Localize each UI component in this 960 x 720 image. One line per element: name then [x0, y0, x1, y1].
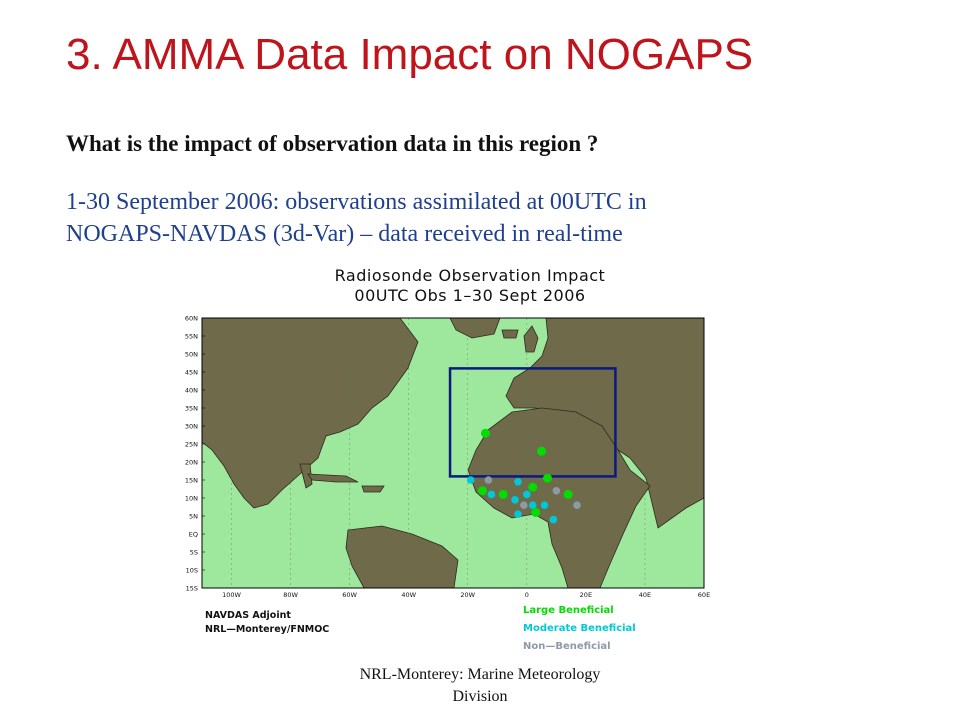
station-markers [466, 428, 581, 524]
station-marker-moderate [514, 510, 522, 518]
footer-line-1: NRL-Monterey: Marine Meteorology [359, 666, 601, 683]
map-title-line-2: 00UTC Obs 1–30 Sept 2006 [354, 286, 586, 305]
question-text: What is the impact of observation data i… [66, 131, 599, 156]
station-marker-large [478, 486, 488, 496]
station-marker-large [531, 507, 541, 517]
station-marker-large [537, 446, 547, 456]
map-credits: NAVDAS Adjoint NRL—Monterey/FNMOC [205, 609, 329, 637]
lat-label: 45N [185, 369, 198, 377]
cuba-land [307, 473, 359, 483]
lat-label: 10S [186, 567, 198, 575]
land-masses [201, 317, 705, 589]
station-marker-non [573, 501, 581, 509]
legend-large-beneficial: Large Beneficial [523, 605, 614, 616]
longitude-labels: 100W 80W 60W 40W 20W 0 20E 40E 60E [222, 591, 710, 599]
station-marker-large [498, 489, 508, 499]
station-marker-moderate [466, 476, 475, 484]
lon-label: 60E [698, 591, 710, 599]
map-gridlines [231, 318, 646, 588]
station-marker-moderate [523, 490, 531, 499]
lat-label: EQ [189, 531, 198, 539]
station-marker-moderate [549, 515, 558, 524]
iceland-land [501, 329, 519, 339]
description: 1-30 September 2006: observations assimi… [66, 186, 866, 250]
uk-land [523, 325, 539, 353]
lon-label: 100W [222, 591, 241, 599]
map-legend: Large Beneficial Moderate Beneficial Non… [523, 602, 636, 656]
lat-label: 5N [189, 513, 198, 521]
lon-label: 20E [580, 591, 592, 599]
station-marker-moderate [514, 478, 522, 486]
lat-label: 20N [185, 459, 198, 467]
credit-line-1: NAVDAS Adjoint [205, 610, 291, 621]
region-highlight-box [448, 367, 617, 478]
lat-label: 60N [185, 315, 198, 323]
station-marker-moderate [528, 501, 537, 509]
station-marker-moderate [540, 501, 549, 509]
florida-land [299, 463, 313, 489]
station-marker-large [528, 482, 538, 492]
station-marker-non [520, 501, 528, 509]
lat-label: 10N [185, 495, 198, 503]
lon-label: 20W [460, 591, 475, 599]
footer-line-2: Division [452, 688, 508, 705]
lon-label: 60W [342, 591, 357, 599]
south-america-land [345, 525, 459, 589]
station-marker-moderate [487, 490, 496, 499]
lat-label: 35N [185, 405, 198, 413]
hispaniola-land [361, 485, 385, 493]
station-marker-non [552, 487, 561, 495]
map-frame [201, 317, 705, 589]
legend-moderate-beneficial: Moderate Beneficial [523, 623, 636, 634]
credit-line-2: NRL—Monterey/FNMOC [205, 624, 330, 635]
station-marker-non [484, 476, 493, 484]
station-marker-moderate [511, 496, 519, 504]
description-line-2: NOGAPS-NAVDAS (3d-Var) – data received i… [66, 221, 623, 247]
lat-label: 15N [185, 477, 198, 485]
lat-label: 30N [185, 423, 198, 431]
slide-title: 3. AMMA Data Impact on NOGAPS [66, 30, 754, 79]
lon-label: 40E [639, 591, 651, 599]
lon-label: 0 [525, 591, 529, 599]
latitude-labels: 60N 55N 50N 45N 40N 35N 30N 25N 20N 15N 10N 5N EQ 5S 1… [185, 315, 205, 593]
station-marker-large [480, 428, 490, 438]
lat-label: 40N [185, 387, 198, 395]
lat-label: 55N [185, 333, 198, 341]
lat-label: 15S [186, 585, 198, 593]
legend-non-beneficial: Non—Beneficial [523, 641, 611, 652]
station-marker-large [542, 473, 552, 483]
map-title-line-1: Radiosonde Observation Impact [334, 266, 606, 285]
lat-label: 5S [190, 549, 198, 557]
impact-map: 60N 55N 50N 45N 40N 35N 30N 25N 20N 15N 10N 5N EQ 5S 1… [185, 315, 710, 600]
map-title: Radiosonde Observation Impact 00UTC Obs … [300, 266, 640, 306]
slide-footer: NRL-Monterey: Marine Meteorology Divisio… [330, 664, 630, 708]
lat-label: 50N [185, 351, 198, 359]
station-marker-large [563, 489, 573, 499]
lon-label: 40W [401, 591, 416, 599]
description-line-1: 1-30 September 2006: observations assimi… [66, 189, 647, 215]
lat-label: 25N [185, 441, 198, 449]
lon-label: 80W [283, 591, 298, 599]
